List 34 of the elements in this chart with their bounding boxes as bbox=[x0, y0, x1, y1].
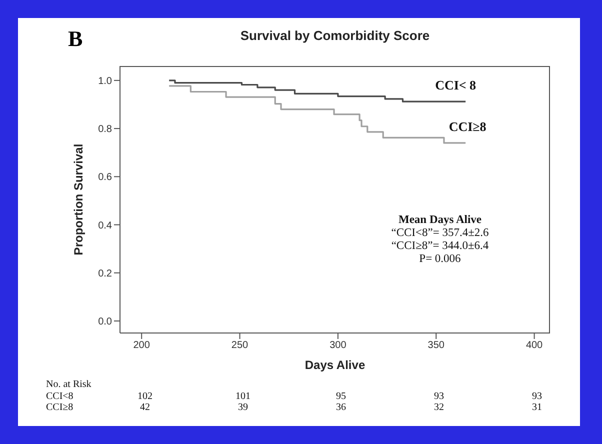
annotation: “CCI≥8”= 344.0±6.4 bbox=[390, 240, 490, 253]
x-tick-label: 400 bbox=[526, 340, 544, 352]
x-tick-label: 350 bbox=[428, 340, 445, 352]
y-tick-label: 0.0 bbox=[98, 316, 112, 328]
text: CCI<8 bbox=[46, 391, 74, 402]
text: No. at Risk bbox=[46, 379, 92, 390]
text: 95 bbox=[335, 391, 347, 402]
text: CCI≥8 bbox=[46, 402, 74, 413]
y-tick-label: 0.6 bbox=[98, 172, 112, 184]
series-label: CCI≥8 bbox=[448, 118, 487, 134]
y-tick-label: 1.0 bbox=[98, 76, 112, 87]
text: 42 bbox=[139, 402, 151, 413]
x-tick-label: 250 bbox=[231, 340, 249, 352]
text: 93 bbox=[531, 391, 543, 402]
text: 101 bbox=[234, 391, 252, 402]
text: 102 bbox=[136, 391, 154, 402]
y-axis-title: Proportion Survival bbox=[71, 144, 86, 256]
text: 31 bbox=[531, 402, 543, 413]
y-tick-label: 0.8 bbox=[98, 124, 112, 136]
annotation: P= 0.006 bbox=[418, 253, 462, 266]
series-label: CCI< 8 bbox=[435, 78, 477, 93]
text: 36 bbox=[335, 402, 347, 413]
text: 39 bbox=[237, 402, 249, 413]
x-tick-label: 300 bbox=[330, 340, 347, 352]
annotation: Mean Days Alive bbox=[397, 214, 483, 227]
y-tick-label: 0.2 bbox=[98, 268, 112, 280]
text: B bbox=[68, 26, 83, 52]
annotation: “CCI<8”= 357.4±2.6 bbox=[390, 227, 490, 240]
text: 93 bbox=[433, 391, 445, 402]
x-axis-title: Days Alive bbox=[304, 358, 366, 372]
chart-title: Survival by Comorbidity Score bbox=[240, 28, 430, 43]
y-tick-label: 0.4 bbox=[98, 220, 112, 232]
text: 32 bbox=[433, 402, 445, 413]
x-tick-label: 200 bbox=[133, 340, 150, 352]
